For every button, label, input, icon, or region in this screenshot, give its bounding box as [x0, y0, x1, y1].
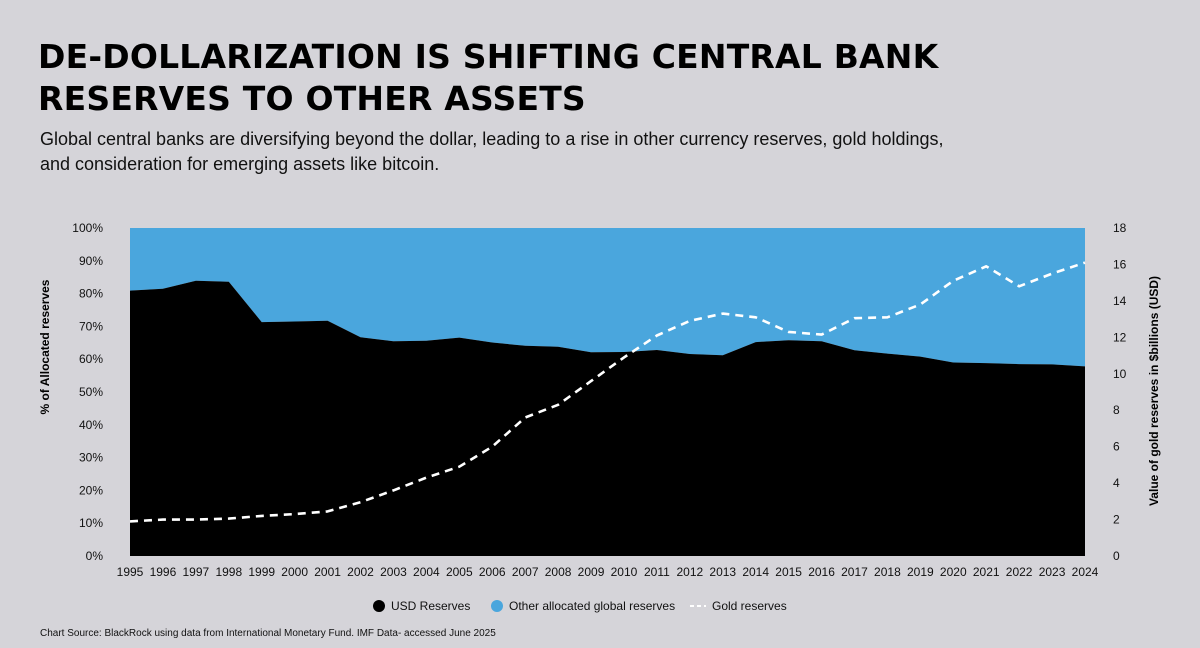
y-left-tick-label: 10%	[79, 516, 103, 530]
legend-swatch-other	[491, 600, 503, 612]
legend-item-other: Other allocated global reserves	[491, 599, 675, 613]
legend-label-gold: Gold reserves	[712, 599, 787, 613]
legend-label-usd: USD Reserves	[391, 599, 470, 613]
x-tick-label: 2006	[479, 565, 506, 579]
x-axis: 1995 1996 1997 1998 1999 2000 2001 2002 2003 2004…	[117, 565, 1099, 579]
reserves-chart: 0% 10% 20% 30% 40% 50% 60% 70% 80% 90% 100% 0 2 4 6 8 1…	[38, 221, 1161, 613]
y-left-tick-label: 0%	[86, 549, 104, 563]
y-left-tick-label: 30%	[79, 451, 103, 465]
x-tick-label: 2000	[281, 565, 308, 579]
chart-subtitle-line-2: and consideration for emerging assets li…	[40, 154, 440, 174]
x-tick-label: 2018	[874, 565, 901, 579]
y-left-tick-label: 90%	[79, 254, 103, 268]
x-tick-label: 2001	[314, 565, 341, 579]
other-reserves-area	[130, 228, 1085, 367]
x-tick-label: 2019	[907, 565, 934, 579]
legend-swatch-usd	[373, 600, 385, 612]
legend: USD Reserves Other allocated global reser…	[373, 599, 787, 613]
x-tick-label: 2002	[347, 565, 374, 579]
chart-source-note: Chart Source: BlackRock using data from …	[40, 628, 496, 639]
x-tick-label: 2013	[709, 565, 736, 579]
y-left-tick-label: 60%	[79, 352, 103, 366]
y-left-tick-label: 80%	[79, 287, 103, 301]
x-tick-label: 2024	[1072, 565, 1099, 579]
x-tick-label: 2012	[676, 565, 703, 579]
x-tick-label: 2017	[841, 565, 868, 579]
y-left-tick-label: 100%	[72, 221, 103, 235]
x-tick-label: 2022	[1006, 565, 1033, 579]
y-right-tick-label: 16	[1113, 257, 1127, 271]
x-tick-label: 1995	[117, 565, 144, 579]
x-tick-label: 2009	[578, 565, 605, 579]
y-left-tick-label: 70%	[79, 319, 103, 333]
x-tick-label: 1997	[183, 565, 210, 579]
y-left-tick-label: 20%	[79, 483, 103, 497]
usd-reserves-area	[130, 280, 1085, 556]
x-tick-label: 1999	[248, 565, 275, 579]
y-axis-label-left: % of Allocated reserves	[38, 279, 52, 414]
chart-title: DE-DOLLARIZATION IS SHIFTING CENTRAL BAN…	[38, 36, 1158, 120]
chart-title-line-1: DE-DOLLARIZATION IS SHIFTING CENTRAL BAN…	[38, 37, 939, 76]
y-right-tick-label: 8	[1113, 403, 1120, 417]
x-tick-label: 2011	[644, 565, 670, 579]
chart-subtitle: Global central banks are diversifying be…	[40, 127, 1160, 177]
x-tick-label: 2015	[775, 565, 802, 579]
gold-reserves-line	[129, 261, 1086, 523]
legend-item-usd: USD Reserves	[373, 599, 470, 613]
y-left-tick-label: 50%	[79, 385, 103, 399]
y-right-tick-label: 12	[1113, 330, 1127, 344]
y-right-tick-label: 10	[1113, 367, 1127, 381]
x-tick-label: 2020	[940, 565, 967, 579]
chart-subtitle-line-1: Global central banks are diversifying be…	[40, 129, 944, 149]
y-axis-label-right: Value of gold reserves in $billions (USD…	[1147, 276, 1161, 506]
x-tick-label: 2021	[973, 565, 1000, 579]
y-right-tick-label: 14	[1113, 294, 1127, 308]
x-tick-label: 2007	[512, 565, 539, 579]
x-tick-label: 2023	[1039, 565, 1066, 579]
left-axis: 0% 10% 20% 30% 40% 50% 60% 70% 80% 90% 100%	[72, 221, 103, 563]
x-tick-label: 2005	[446, 565, 473, 579]
y-right-tick-label: 2	[1113, 513, 1120, 527]
x-tick-label: 2014	[742, 565, 769, 579]
y-right-tick-label: 6	[1113, 440, 1120, 454]
legend-label-other: Other allocated global reserves	[509, 599, 675, 613]
y-right-tick-label: 4	[1113, 476, 1120, 490]
x-tick-label: 2004	[413, 565, 440, 579]
chart-title-line-2: RESERVES TO OTHER ASSETS	[38, 79, 586, 118]
legend-item-gold: Gold reserves	[690, 599, 787, 613]
x-tick-label: 2008	[545, 565, 572, 579]
x-tick-label: 2010	[611, 565, 638, 579]
x-tick-label: 1996	[150, 565, 177, 579]
x-tick-label: 2016	[808, 565, 835, 579]
x-tick-label: 1998	[215, 565, 242, 579]
y-right-tick-label: 18	[1113, 221, 1127, 235]
right-axis: 0 2 4 6 8 10 12 14 16 18	[1113, 221, 1127, 563]
plot-area	[129, 228, 1086, 556]
y-left-tick-label: 40%	[79, 418, 103, 432]
x-tick-label: 2003	[380, 565, 407, 579]
y-right-tick-label: 0	[1113, 549, 1120, 563]
